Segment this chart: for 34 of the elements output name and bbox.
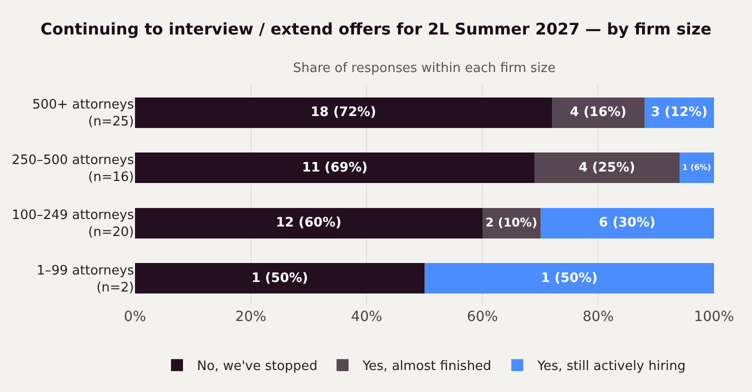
data-label: 11 (69%) xyxy=(302,160,368,176)
bar xyxy=(135,97,552,128)
legend-label: Yes, almost finished xyxy=(362,359,492,374)
y-tick-label: 500+ attorneys (n=25) xyxy=(32,98,134,130)
chart-subtitle: Share of responses within each firm size xyxy=(293,61,556,76)
data-label: 18 (72%) xyxy=(310,105,376,120)
x-tick-label: 80% xyxy=(582,309,614,325)
bar xyxy=(135,263,424,294)
chart-title: Continuing to interview / extend offers for 2L Summer 2027 — by firm size xyxy=(40,20,712,39)
bar xyxy=(424,263,714,294)
y-tick-label: 100–249 attorneys (n=20) xyxy=(12,208,134,240)
legend-label: No, we've stopped xyxy=(197,359,318,374)
data-label: 3 (12%) xyxy=(650,105,708,120)
data-label: 1 (50%) xyxy=(251,270,308,286)
legend-label: Yes, still actively hiring xyxy=(536,359,686,374)
data-label: 12 (60%) xyxy=(276,216,342,231)
data-label: 2 (10%) xyxy=(485,215,538,230)
x-tick-label: 100% xyxy=(694,309,734,325)
x-tick-label: 0% xyxy=(124,309,146,325)
data-label: 4 (25%) xyxy=(578,160,636,176)
data-label: 1 (50%) xyxy=(540,270,598,286)
x-tick-label: 60% xyxy=(466,309,498,325)
x-tick-label: 40% xyxy=(351,309,382,325)
x-tick-label: 20% xyxy=(235,309,266,325)
bar xyxy=(552,97,645,128)
bar xyxy=(135,208,482,238)
data-label: 4 (16%) xyxy=(570,105,626,120)
bar xyxy=(534,152,680,184)
y-tick-label: 1–99 attorneys (n=2) xyxy=(36,263,134,296)
bar xyxy=(679,152,714,184)
bar xyxy=(135,152,535,184)
bar xyxy=(540,208,714,238)
y-tick-label: 250–500 attorneys (n=16) xyxy=(12,152,134,185)
data-label: 6 (30%) xyxy=(598,216,656,231)
